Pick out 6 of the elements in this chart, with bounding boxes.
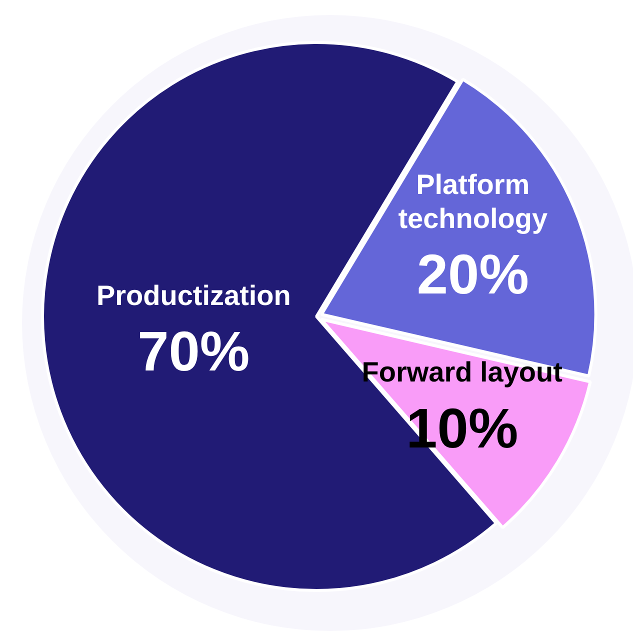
data-label: 20% bbox=[416, 242, 529, 306]
slice-label: Platform technology bbox=[398, 168, 548, 234]
slice-label: Productization bbox=[96, 280, 291, 311]
data-label: 70% bbox=[138, 320, 250, 383]
slice-label: Forward layout bbox=[362, 356, 562, 388]
data-label: 10% bbox=[406, 396, 518, 460]
